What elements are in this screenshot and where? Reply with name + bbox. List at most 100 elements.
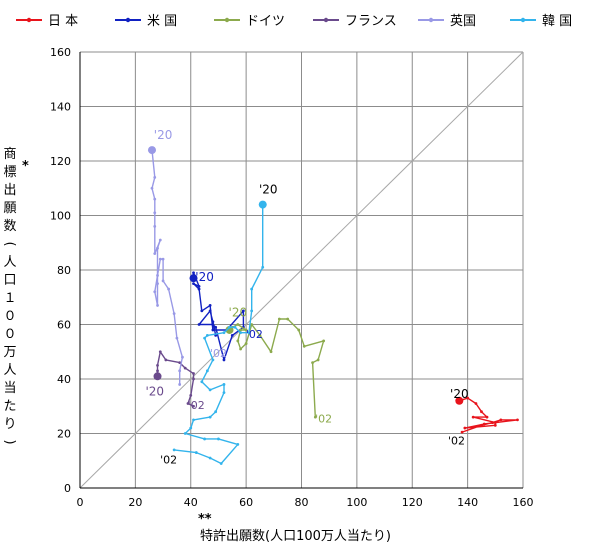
x-tick-label: 80 bbox=[295, 496, 309, 509]
data-point bbox=[208, 304, 212, 307]
data-point bbox=[205, 334, 209, 337]
data-point bbox=[175, 336, 179, 340]
data-point bbox=[322, 339, 326, 343]
data-point bbox=[211, 320, 215, 324]
series-end-point bbox=[258, 200, 267, 209]
y-tick-label: 40 bbox=[57, 373, 71, 386]
year-annotation: '20 bbox=[450, 387, 469, 401]
y-axis-title-char: 数 bbox=[3, 219, 16, 234]
data-point bbox=[466, 396, 470, 400]
data-point bbox=[463, 426, 467, 430]
y-axis-title-char: 出 bbox=[3, 183, 16, 198]
legend-label: 米 国 bbox=[147, 14, 177, 29]
y-axis-title-char: た bbox=[3, 399, 16, 414]
legend-swatch-marker bbox=[520, 17, 526, 23]
data-point bbox=[200, 380, 204, 384]
y-tick-label: 60 bbox=[57, 319, 71, 332]
data-point bbox=[156, 304, 159, 307]
data-point bbox=[197, 284, 201, 288]
series-line bbox=[229, 318, 325, 418]
data-point bbox=[211, 358, 215, 362]
y-axis-title-char: ( bbox=[2, 241, 17, 246]
data-point bbox=[153, 175, 157, 179]
year-annotation: '20 bbox=[229, 305, 248, 319]
data-point bbox=[286, 317, 290, 321]
data-point bbox=[236, 443, 240, 446]
data-point bbox=[186, 402, 190, 405]
data-point bbox=[205, 369, 209, 373]
data-point bbox=[153, 225, 157, 228]
data-point bbox=[516, 418, 519, 422]
data-point bbox=[208, 456, 212, 460]
data-point bbox=[239, 328, 242, 332]
data-point bbox=[208, 309, 212, 313]
data-point bbox=[156, 363, 159, 367]
data-point bbox=[172, 448, 176, 452]
data-point bbox=[153, 252, 157, 256]
data-point bbox=[183, 432, 187, 435]
data-point bbox=[192, 418, 195, 422]
data-point bbox=[192, 271, 195, 275]
x-tick-label: 100 bbox=[346, 496, 367, 509]
data-point bbox=[239, 331, 242, 335]
y-axis-title-char: り bbox=[3, 417, 16, 432]
data-point bbox=[194, 451, 198, 454]
data-point bbox=[474, 402, 478, 405]
y-axis-title-char: 標 bbox=[3, 165, 16, 180]
y-tick-label: 20 bbox=[57, 428, 71, 441]
y-axis-title-char: 口 bbox=[3, 273, 16, 288]
diagonal-reference-line bbox=[79, 51, 524, 489]
legend-swatch-marker bbox=[125, 17, 131, 23]
data-point bbox=[161, 279, 165, 283]
year-annotation: '02 bbox=[210, 347, 227, 360]
year-annotation: '20 bbox=[259, 183, 278, 197]
data-point bbox=[222, 383, 226, 386]
y-axis-title-char: ０ bbox=[3, 309, 16, 324]
legend-label: ドイツ bbox=[246, 14, 285, 29]
data-point bbox=[250, 323, 254, 326]
y-tick-label: 140 bbox=[50, 101, 71, 114]
data-point bbox=[219, 462, 223, 465]
y-axis-title-char: ) bbox=[2, 439, 17, 444]
data-point bbox=[156, 369, 159, 373]
data-point bbox=[164, 358, 168, 362]
series-end-point bbox=[189, 274, 198, 283]
data-point bbox=[230, 334, 234, 337]
data-point bbox=[485, 415, 489, 419]
data-point bbox=[247, 331, 251, 335]
year-annotation: '02 bbox=[188, 399, 205, 412]
data-point bbox=[471, 415, 475, 419]
data-point bbox=[482, 422, 486, 426]
data-point bbox=[236, 339, 240, 343]
y-tick-label: 80 bbox=[57, 264, 71, 277]
data-point bbox=[178, 369, 182, 373]
y-axis-title-char: 人 bbox=[3, 255, 16, 270]
x-tick-label: 120 bbox=[402, 496, 423, 509]
data-point bbox=[480, 410, 483, 414]
data-point bbox=[192, 404, 195, 408]
series-line bbox=[151, 150, 184, 385]
data-point bbox=[261, 265, 265, 269]
year-annotation: '20 bbox=[145, 384, 164, 398]
data-point bbox=[228, 325, 231, 329]
series-end-point bbox=[153, 372, 162, 381]
year-annotation: '02 bbox=[448, 434, 465, 447]
data-point bbox=[161, 257, 165, 261]
x-tick-label: 140 bbox=[457, 496, 478, 509]
data-point bbox=[493, 423, 497, 427]
data-point bbox=[203, 437, 206, 441]
x-axis-title: 特許出願数(人口100万人当たり) bbox=[200, 529, 391, 544]
y-tick-label: 120 bbox=[50, 155, 71, 168]
data-point bbox=[214, 325, 218, 329]
data-point bbox=[172, 312, 176, 315]
data-point bbox=[178, 383, 182, 386]
data-point bbox=[167, 287, 171, 291]
data-point bbox=[222, 358, 226, 362]
data-point bbox=[158, 257, 162, 261]
axes: 0 20 40 60 80 100 120 140 160 0 20 40 60 80 100 120 140 1… bbox=[50, 46, 534, 509]
data-point bbox=[153, 197, 157, 201]
year-annotation: '20 bbox=[195, 270, 214, 284]
legend-swatch-marker bbox=[428, 17, 434, 23]
legend-label: 日 本 bbox=[48, 14, 78, 29]
data-point bbox=[460, 430, 464, 434]
